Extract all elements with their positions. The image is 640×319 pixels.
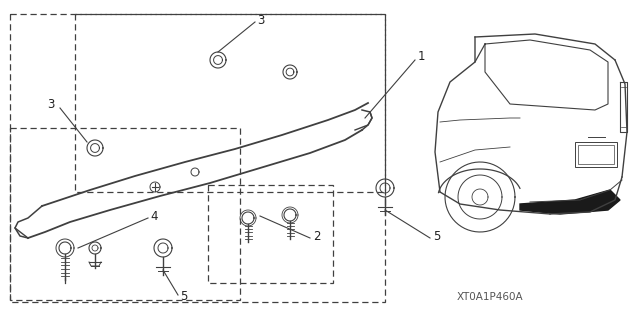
Bar <box>575 142 617 167</box>
Bar <box>10 14 385 302</box>
Text: 3: 3 <box>257 13 264 26</box>
Bar <box>578 145 614 164</box>
Text: 5: 5 <box>180 291 188 303</box>
Text: XT0A1P460A: XT0A1P460A <box>457 292 524 302</box>
Bar <box>208 185 333 283</box>
Text: 3: 3 <box>47 98 55 110</box>
Bar <box>75 14 385 192</box>
Text: 4: 4 <box>150 210 157 222</box>
Text: 5: 5 <box>433 229 440 242</box>
Text: 2: 2 <box>313 229 321 242</box>
Text: 1: 1 <box>418 50 426 63</box>
Polygon shape <box>520 190 620 214</box>
Bar <box>10 128 240 300</box>
